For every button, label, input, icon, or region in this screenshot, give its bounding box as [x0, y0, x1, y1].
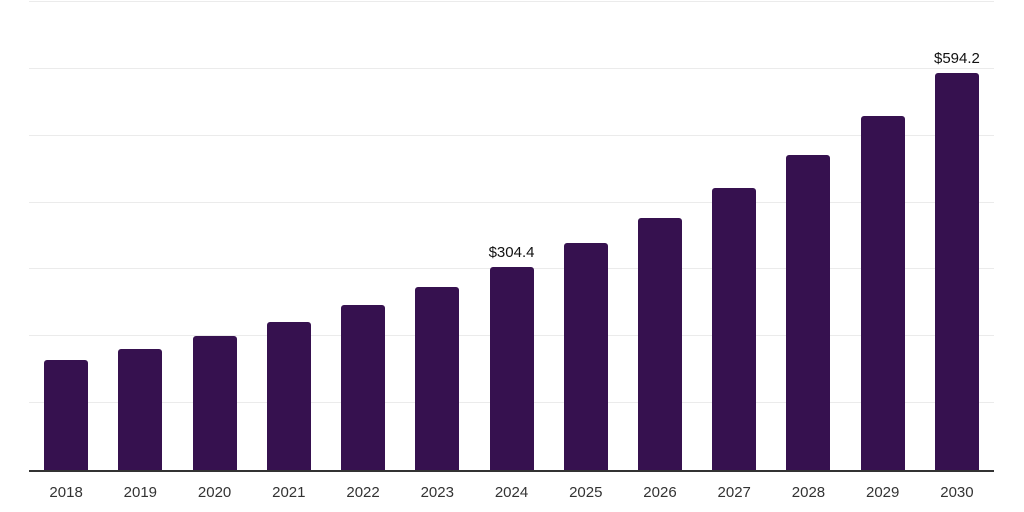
- x-axis-labels: 2018 2019 2020 2021 2022 2023 2024 2025 2026 2027…: [29, 484, 994, 502]
- bar-slot-2021: [252, 2, 326, 470]
- value-label-2024: $304.4: [488, 243, 535, 261]
- bar-2028: [786, 154, 831, 470]
- bars-layer: $304.4 $594.2: [29, 2, 994, 470]
- bar-slot-2019: [103, 2, 177, 470]
- x-tick-label-2023: 2023: [420, 484, 454, 501]
- x-tick-label-2028: 2028: [791, 484, 826, 501]
- bar-2025: [563, 243, 608, 470]
- bar-2022: [341, 305, 386, 470]
- bar-2021: [266, 321, 311, 470]
- bar-2029: [860, 116, 905, 470]
- bar-2024: [489, 266, 534, 470]
- bar-slot-2020: [177, 2, 251, 470]
- bar-2019: [118, 349, 163, 470]
- bar-slot-2022: [326, 2, 400, 470]
- x-tick-label-2030: 2030: [940, 484, 974, 501]
- x-tick-label-2018: 2018: [49, 484, 83, 501]
- x-tick-label-2027: 2027: [717, 484, 751, 501]
- bar-2020: [192, 335, 237, 470]
- bar-slot-2028: [771, 2, 845, 470]
- bar-slot-2024: $304.4: [474, 2, 548, 470]
- bar-slot-2030: $594.2: [920, 2, 994, 470]
- bar-2026: [637, 217, 682, 470]
- bar-slot-2023: [400, 2, 474, 470]
- x-tick-label-2019: 2019: [123, 484, 158, 501]
- x-tick-label-2026: 2026: [643, 484, 677, 501]
- x-tick-label-2025: 2025: [569, 484, 603, 501]
- bar-slot-2029: [846, 2, 920, 470]
- bar-slot-2025: [549, 2, 623, 470]
- x-tick-label-2022: 2022: [346, 484, 380, 501]
- gridline-400: [29, 201, 994, 203]
- bar-2018: [44, 360, 89, 470]
- bar-slot-2026: [623, 2, 697, 470]
- bar-slot-2027: [697, 2, 771, 470]
- plot-area: $304.4 $594.2: [29, 1, 994, 472]
- bar-slot-2018: [29, 2, 103, 470]
- bar-2023: [415, 287, 460, 470]
- gridline-500: [29, 134, 994, 136]
- bar-2030: [934, 72, 979, 470]
- x-tick-label-2024: 2024: [494, 484, 529, 501]
- gridline-700: [29, 1, 994, 2]
- x-tick-label-2021: 2021: [272, 484, 306, 501]
- gridline-600: [29, 67, 994, 69]
- bar-2027: [712, 188, 757, 470]
- x-axis-line: [29, 470, 994, 472]
- x-tick-label-2029: 2029: [866, 484, 900, 501]
- value-label-2030: $594.2: [933, 49, 980, 67]
- x-tick-label-2020: 2020: [197, 484, 232, 501]
